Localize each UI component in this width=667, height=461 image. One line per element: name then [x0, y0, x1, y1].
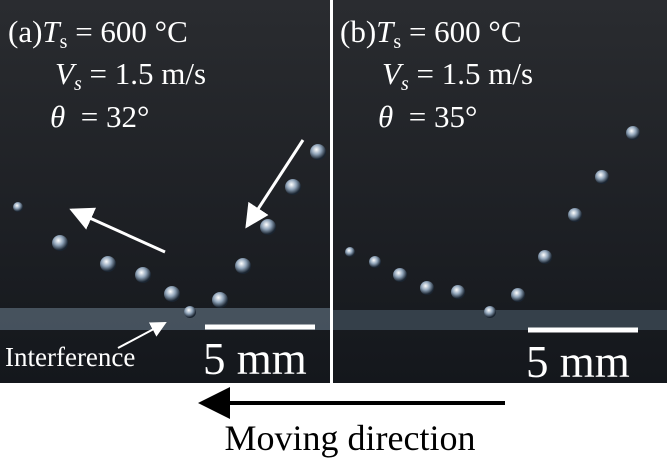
- value: = 1.5 m/s: [409, 56, 533, 91]
- scale-label: 5 mm: [526, 337, 630, 387]
- panel-label: (a): [8, 14, 42, 49]
- substrate: [333, 310, 667, 330]
- panel-a: (a)Ts = 600 °C Vs = 1.5 m/s θ = 32° Inte…: [0, 0, 330, 384]
- subscript: s: [60, 31, 68, 53]
- subscript: s: [401, 73, 409, 95]
- subscript: s: [393, 31, 401, 53]
- value: = 600 °C: [401, 14, 521, 49]
- figure: (a)Ts = 600 °C Vs = 1.5 m/s θ = 32° Inte…: [0, 0, 667, 461]
- subscript: s: [74, 73, 82, 95]
- panel-line: (a)Ts = 600 °C: [8, 14, 188, 53]
- symbol: θ: [50, 99, 65, 134]
- panel-line: θ = 35°: [378, 99, 477, 134]
- annotation: Interference: [5, 342, 135, 372]
- panel-label: (b): [340, 14, 376, 49]
- panel-b: (b)Ts = 600 °C Vs = 1.5 m/s θ = 35° 5 mm: [333, 0, 667, 387]
- value: = 32°: [65, 99, 149, 134]
- panel-line: θ = 32°: [50, 99, 149, 134]
- value: = 600 °C: [67, 14, 187, 49]
- scale-label: 5 mm: [203, 334, 307, 384]
- panel-line: (b)Ts = 600 °C: [340, 14, 522, 53]
- value: = 1.5 m/s: [82, 56, 206, 91]
- symbol: θ: [378, 99, 393, 134]
- value: = 35°: [393, 99, 477, 134]
- caption: Moving direction: [225, 418, 476, 458]
